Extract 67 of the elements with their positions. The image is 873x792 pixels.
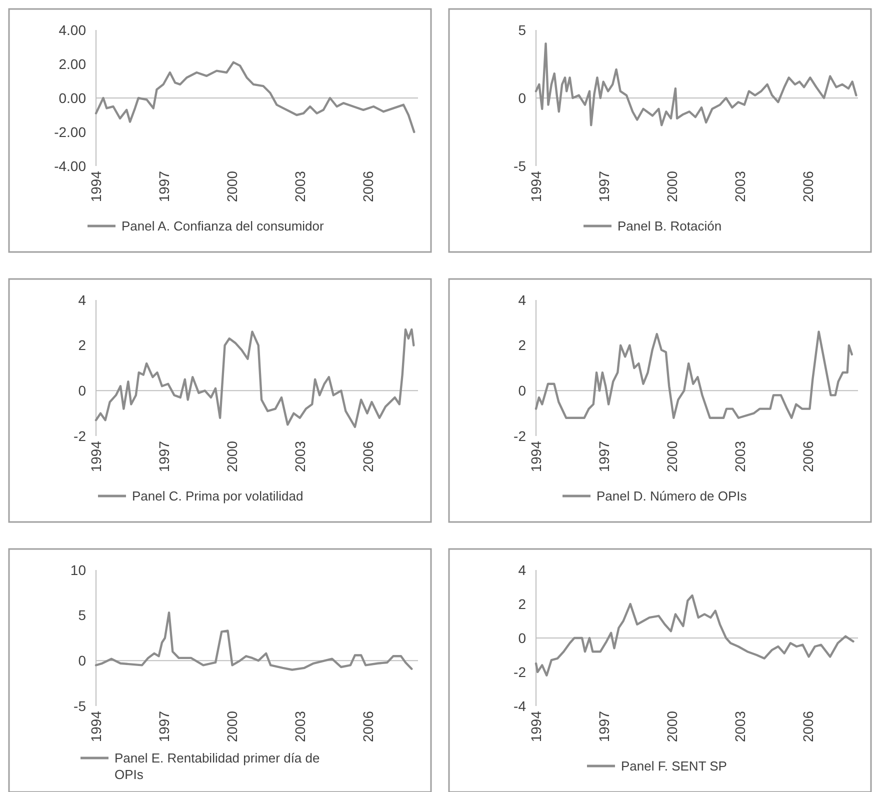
line-series [534, 42, 858, 126]
line-series [534, 594, 854, 676]
legend-label: Panel E. Rentabilidad primer día de OPIs [114, 750, 320, 782]
y-tick-label: 0 [78, 382, 86, 399]
y-tick-label: 2 [518, 596, 526, 612]
y-tick-label: 4 [518, 292, 526, 308]
y-tick-label: 0 [518, 90, 526, 106]
line-series [94, 328, 415, 428]
x-tick-label: 2003 [732, 170, 748, 202]
x-tick-label: 2003 [292, 440, 308, 472]
y-tick-label: 0 [518, 382, 526, 399]
x-tick-label: 2006 [360, 440, 376, 472]
x-tick-label: 2006 [360, 170, 376, 202]
x-tick-label: 2000 [224, 170, 240, 202]
x-tick-label: 1994 [88, 170, 104, 202]
x-tick-label: 2006 [800, 710, 816, 742]
legend-label: Panel A. Confianza del consumidor [122, 218, 325, 234]
y-tick-label: -4 [514, 698, 526, 714]
x-tick-label: 2006 [800, 440, 816, 472]
x-tick-label: 1997 [596, 170, 612, 202]
x-tick-label: 2003 [732, 440, 748, 472]
line-series [94, 61, 416, 134]
x-tick-label: 2003 [732, 710, 748, 742]
y-tick-label: 0 [78, 652, 86, 669]
legend-label: Panel F. SENT SP [621, 758, 727, 774]
y-tick-label: 0.00 [58, 90, 86, 106]
y-tick-label: -4.00 [54, 158, 86, 174]
y-tick-label: 4 [78, 292, 86, 308]
x-tick-label: 1997 [156, 440, 172, 472]
x-tick-label: 1997 [156, 710, 172, 742]
legend-label: Panel D. Número de OPIs [596, 488, 748, 504]
y-tick-label: -2 [514, 428, 526, 444]
y-tick-label: 2 [78, 337, 86, 354]
line-series [534, 330, 853, 419]
y-tick-label: 5 [78, 607, 86, 624]
legend-label: Panel B. Rotación [618, 218, 722, 234]
x-tick-label: 1997 [596, 710, 612, 742]
y-tick-label: 2 [518, 337, 526, 354]
x-tick-label: 2000 [224, 710, 240, 742]
y-tick-label: 2.00 [58, 56, 86, 72]
y-tick-label: -5 [74, 698, 86, 714]
x-tick-label: 1994 [528, 170, 544, 202]
y-tick-label: 0 [518, 630, 526, 646]
x-tick-label: 1994 [528, 710, 544, 742]
y-tick-label: 10 [70, 562, 86, 578]
y-tick-label: -2 [514, 664, 526, 680]
y-tick-label: 5 [518, 22, 526, 38]
x-tick-label: 2003 [292, 170, 308, 202]
y-tick-label: 4.00 [58, 22, 86, 38]
y-tick-label: -2 [74, 428, 86, 444]
y-tick-label: -2.00 [54, 124, 86, 140]
x-tick-label: 1994 [88, 710, 104, 742]
x-tick-label: 1994 [528, 440, 544, 472]
x-tick-label: 1997 [156, 170, 172, 202]
x-tick-label: 1997 [596, 440, 612, 472]
x-tick-label: 2006 [800, 170, 816, 202]
legend-label: Panel C. Prima por volatilidad [132, 488, 304, 504]
line-series [94, 612, 413, 671]
x-tick-label: 2000 [664, 170, 680, 202]
x-tick-label: 2000 [224, 440, 240, 472]
x-tick-label: 2006 [360, 710, 376, 742]
y-tick-label: 4 [518, 562, 526, 578]
x-tick-label: 1994 [88, 440, 104, 472]
x-tick-label: 2000 [664, 440, 680, 472]
y-tick-label: -5 [514, 158, 526, 174]
x-tick-label: 2003 [292, 710, 308, 742]
x-tick-label: 2000 [664, 710, 680, 742]
